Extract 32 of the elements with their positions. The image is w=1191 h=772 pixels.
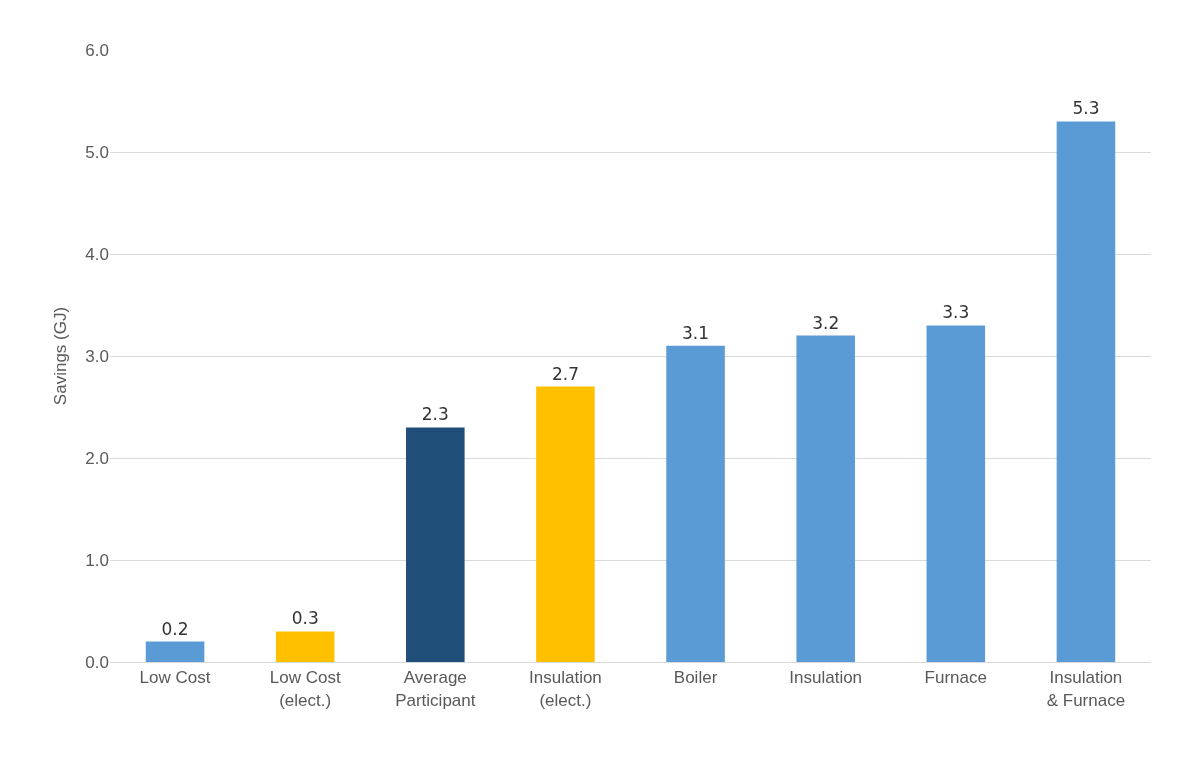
x-tick-label: Insulation & Furnace [1046,668,1126,710]
y-tick-label: 0.0 [85,652,109,672]
bar [666,345,725,662]
y-tick-label: 6.0 [85,40,109,60]
bar [796,335,855,662]
data-label: 3.3 [942,302,970,323]
x-tick-label: Low Cost (elect.) [269,668,341,710]
data-label: 5.3 [1072,98,1100,119]
bar [1056,121,1116,662]
x-tick-label: Low Cost [139,668,211,688]
x-tick-label: Average Participant [395,668,476,710]
y-tick-label: 3.0 [85,346,109,366]
x-tick-label: Furnace [924,668,987,688]
bar [275,631,335,662]
y-tick-label: 1.0 [85,550,109,570]
x-tick-label: Boiler [673,668,718,688]
y-tick-label: 5.0 [85,142,109,162]
x-tick-label: Insulation [789,668,863,688]
data-label: 2.7 [551,363,579,384]
y-tick-label: 4.0 [85,244,109,264]
y-axis-title: Savings (GJ) [51,306,70,406]
bar [926,325,986,662]
data-label: 0.2 [161,618,189,639]
bar [145,641,205,662]
data-label: 3.1 [682,322,710,343]
y-tick-label: 2.0 [85,448,109,468]
data-label: 2.3 [421,404,449,425]
data-label: 0.3 [291,608,319,629]
bar [536,386,595,662]
x-tick-label: Insulation (elect.) [529,668,602,710]
data-label: 3.2 [812,312,840,333]
bar [406,427,465,662]
